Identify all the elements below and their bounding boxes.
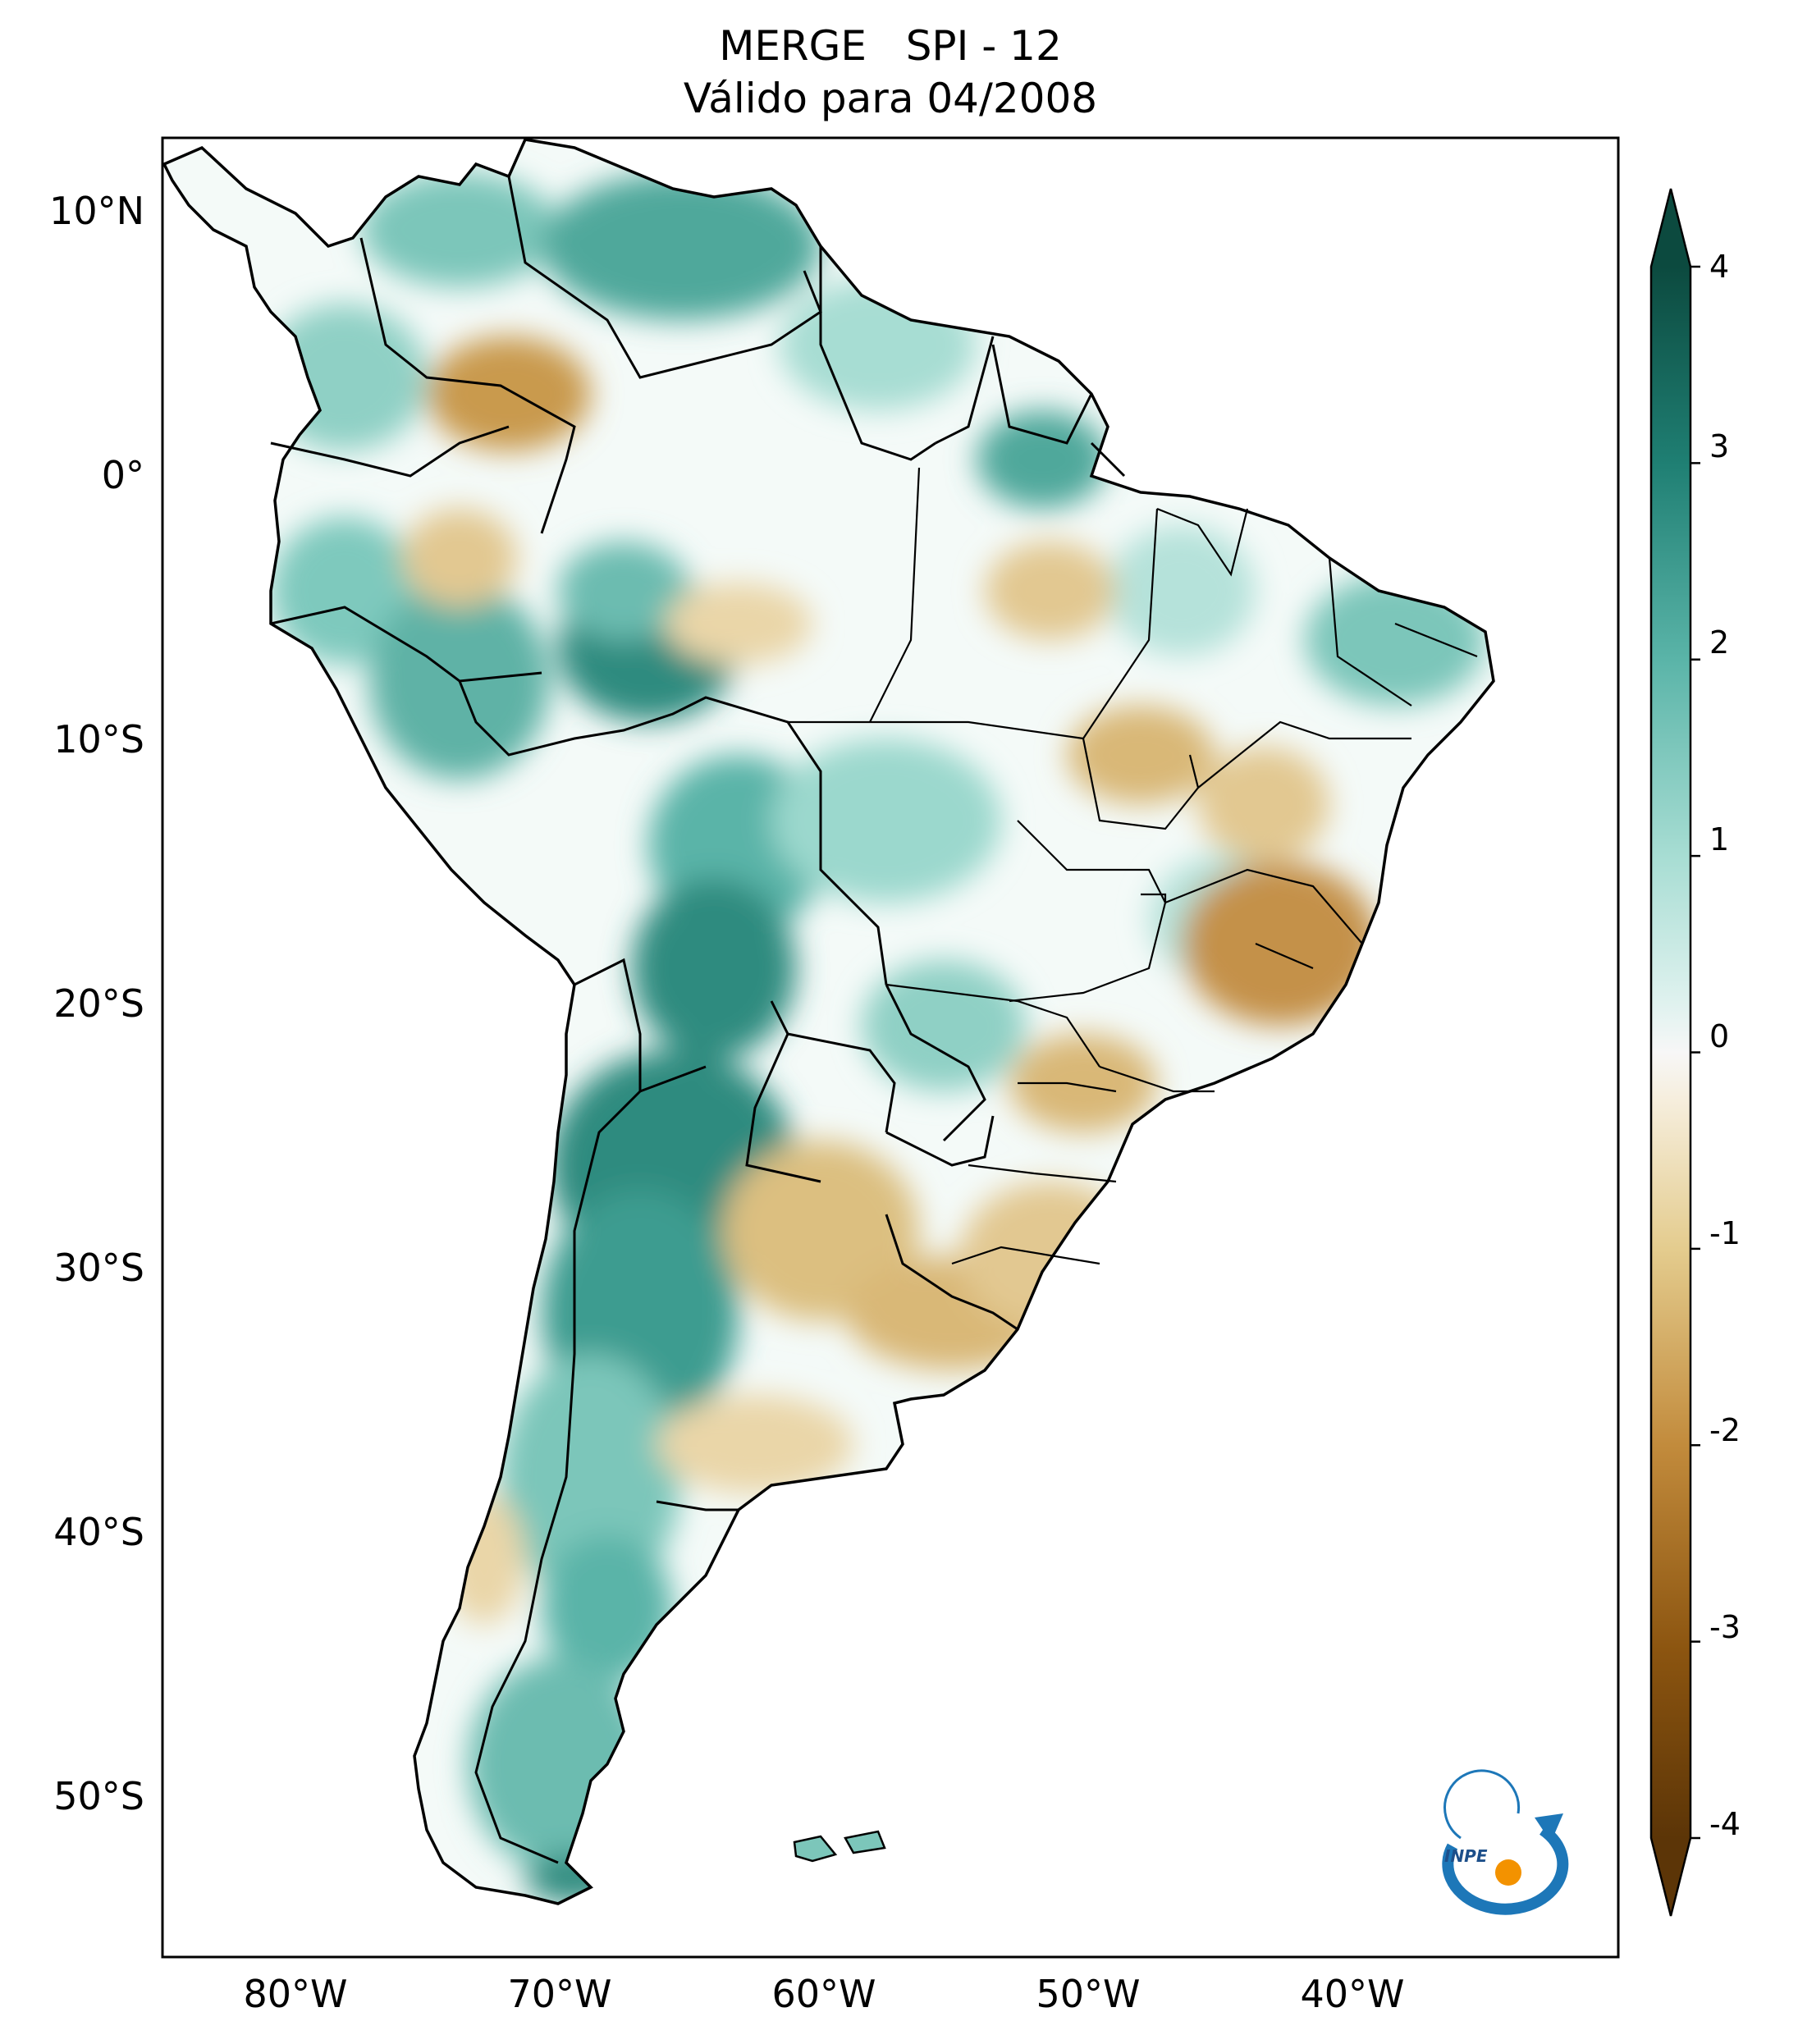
colorbar bbox=[1649, 188, 1700, 1917]
state-borders bbox=[788, 467, 1478, 1265]
colorbar-extend-high bbox=[1651, 189, 1690, 267]
map-subtitle: Válido para 04/2008 bbox=[683, 75, 1098, 122]
lon-label-70w: 70°W bbox=[507, 1972, 612, 2016]
colorbar-tick-label: 2 bbox=[1709, 624, 1730, 661]
map-frame bbox=[161, 136, 1620, 1959]
falkland-islands bbox=[793, 1830, 886, 1863]
lat-label-10s: 10°S bbox=[53, 717, 144, 761]
colorbar-tick-label: -1 bbox=[1709, 1215, 1741, 1251]
colorbar-extend-low bbox=[1651, 1838, 1690, 1916]
colorbar-tick-label: -3 bbox=[1709, 1609, 1741, 1645]
inpe-logo bbox=[1442, 1769, 1569, 1915]
inpe-logo-text: INPE bbox=[1444, 1846, 1488, 1866]
colorbar-body bbox=[1651, 267, 1690, 1838]
colorbar-tick-label: 3 bbox=[1709, 428, 1730, 464]
country-borders bbox=[270, 176, 1126, 1864]
map-title: MERGE SPI - 12 bbox=[719, 22, 1062, 70]
lat-label-30s: 30°S bbox=[53, 1246, 144, 1290]
colorbar-tick-label: -4 bbox=[1709, 1806, 1741, 1842]
colorbar-tick-label: 1 bbox=[1709, 821, 1730, 857]
colorbar-tick-label: 4 bbox=[1709, 249, 1730, 285]
lon-label-60w: 60°W bbox=[771, 1972, 876, 2016]
lon-label-80w: 80°W bbox=[243, 1972, 348, 2016]
lon-label-50w: 50°W bbox=[1036, 1972, 1141, 2016]
colorbar-tick-label: 0 bbox=[1709, 1018, 1730, 1054]
lat-label-0: 0° bbox=[101, 453, 144, 497]
lat-label-10n: 10°N bbox=[49, 189, 144, 233]
lat-label-40s: 40°S bbox=[53, 1510, 144, 1554]
lon-label-40w: 40°W bbox=[1300, 1972, 1405, 2016]
lat-label-20s: 20°S bbox=[53, 981, 144, 1026]
colorbar-tick-label: -2 bbox=[1709, 1412, 1741, 1448]
lat-label-50s: 50°S bbox=[53, 1774, 144, 1818]
